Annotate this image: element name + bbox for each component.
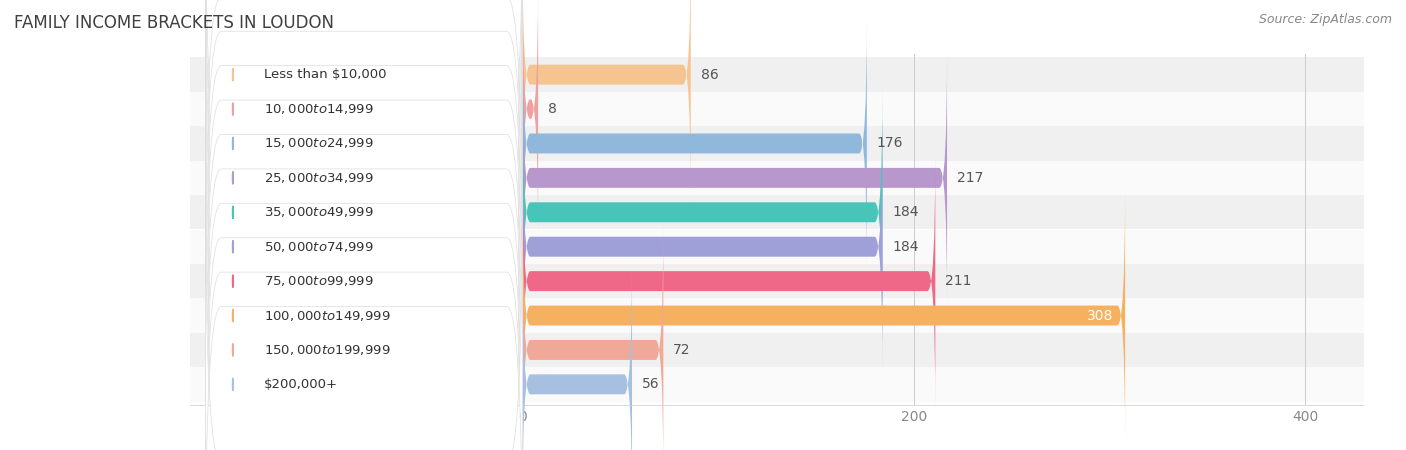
FancyBboxPatch shape	[523, 256, 633, 450]
Text: $75,000 to $99,999: $75,000 to $99,999	[264, 274, 374, 288]
FancyBboxPatch shape	[205, 0, 523, 341]
Text: 184: 184	[893, 240, 918, 254]
FancyBboxPatch shape	[523, 188, 1125, 443]
Text: FAMILY INCOME BRACKETS IN LOUDON: FAMILY INCOME BRACKETS IN LOUDON	[14, 14, 335, 32]
Text: 8: 8	[548, 102, 557, 116]
FancyBboxPatch shape	[205, 187, 523, 450]
Text: 184: 184	[893, 205, 918, 219]
Text: $15,000 to $24,999: $15,000 to $24,999	[264, 136, 374, 150]
Text: $50,000 to $74,999: $50,000 to $74,999	[264, 240, 374, 254]
FancyBboxPatch shape	[523, 0, 690, 202]
Bar	[190, 126, 1364, 161]
Bar	[190, 195, 1364, 230]
Bar	[190, 161, 1364, 195]
Text: Less than $10,000: Less than $10,000	[264, 68, 387, 81]
Text: 176: 176	[876, 136, 903, 150]
Text: 308: 308	[1087, 309, 1114, 323]
FancyBboxPatch shape	[205, 15, 523, 410]
Text: 211: 211	[945, 274, 972, 288]
Text: Source: ZipAtlas.com: Source: ZipAtlas.com	[1258, 14, 1392, 27]
Text: $100,000 to $149,999: $100,000 to $149,999	[264, 309, 391, 323]
FancyBboxPatch shape	[523, 153, 935, 409]
FancyBboxPatch shape	[523, 119, 883, 374]
Bar	[190, 367, 1364, 401]
FancyBboxPatch shape	[205, 0, 523, 375]
Text: $35,000 to $49,999: $35,000 to $49,999	[264, 205, 374, 219]
Text: $25,000 to $34,999: $25,000 to $34,999	[264, 171, 374, 185]
Bar	[190, 58, 1364, 92]
Bar	[190, 333, 1364, 367]
Bar	[190, 92, 1364, 126]
Text: 86: 86	[700, 68, 718, 81]
Text: 72: 72	[673, 343, 690, 357]
FancyBboxPatch shape	[523, 85, 883, 340]
FancyBboxPatch shape	[523, 16, 868, 271]
FancyBboxPatch shape	[523, 50, 948, 306]
FancyBboxPatch shape	[205, 118, 523, 450]
Text: 56: 56	[641, 378, 659, 392]
Text: 217: 217	[957, 171, 983, 185]
Bar	[190, 230, 1364, 264]
Bar	[190, 264, 1364, 298]
Text: $10,000 to $14,999: $10,000 to $14,999	[264, 102, 374, 116]
FancyBboxPatch shape	[523, 222, 664, 450]
FancyBboxPatch shape	[205, 84, 523, 450]
FancyBboxPatch shape	[205, 0, 523, 306]
FancyBboxPatch shape	[205, 49, 523, 444]
FancyBboxPatch shape	[205, 153, 523, 450]
Bar	[190, 298, 1364, 333]
FancyBboxPatch shape	[205, 0, 523, 272]
Text: $150,000 to $199,999: $150,000 to $199,999	[264, 343, 391, 357]
FancyBboxPatch shape	[523, 0, 538, 237]
Text: $200,000+: $200,000+	[264, 378, 339, 391]
